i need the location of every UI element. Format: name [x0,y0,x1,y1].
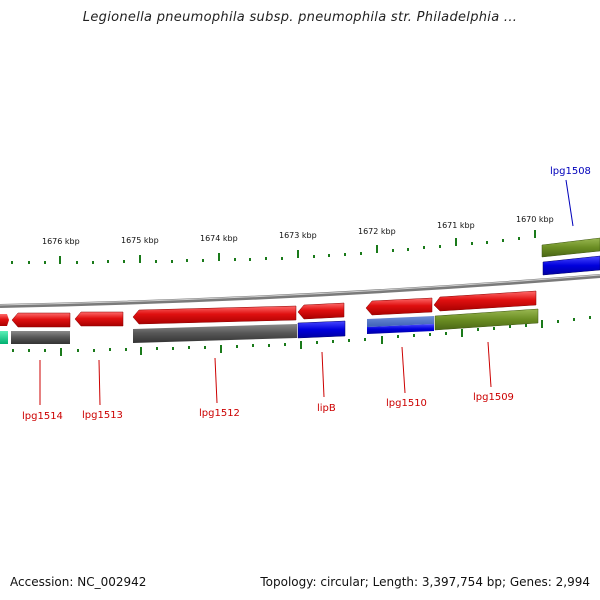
tick-label: 1671 kbp [437,221,475,230]
major-tick-1676 [59,256,61,264]
rna-bar-lpg1512[interactable] [133,324,297,343]
genome-summary-text: Topology: circular; Length: 3,397,754 bp… [260,575,590,589]
major-tick-1672 [376,245,378,253]
major-tick-1675 [139,255,141,263]
tick-label: 1672 kbp [358,227,396,236]
tick-label: 1670 kbp [516,215,554,224]
rna-bar-lpg1514[interactable] [11,331,70,344]
lower-tick-track [12,316,591,356]
major-tick-1671 [455,238,457,246]
gene-label-lpg1514[interactable]: lpg1514 [22,411,63,422]
tick-labels: 1676 kbp 1675 kbp 1674 kbp 1673 kbp 1672… [42,215,554,246]
gene-label-lipB[interactable]: lipB [317,403,336,414]
gene-labels: lpg1514 lpg1513 lpg1512 lipB lpg1510 lpg… [22,166,591,422]
feature-lpg1508[interactable] [541,237,600,276]
gene-arrow-left-edge[interactable] [0,314,9,326]
gene-arrow-lpg1510[interactable] [365,297,433,316]
gene-label-lpg1512[interactable]: lpg1512 [199,408,240,419]
gene-arrow-lipB[interactable] [297,302,345,320]
gene-arrow-lpg1509[interactable] [433,290,537,312]
blue-bar-lipB[interactable] [297,320,346,339]
major-tick-1674 [218,253,220,261]
gene-features[interactable] [0,290,539,344]
gene-label-lpg1509[interactable]: lpg1509 [473,392,514,403]
genome-backbone [0,274,600,308]
major-tick-1670 [534,230,536,238]
blue-bar-lpg1510[interactable] [367,324,434,334]
gene-arrow-lpg1513[interactable] [74,311,124,327]
gene-label-lpg1510[interactable]: lpg1510 [386,398,427,409]
blue-feature-bar[interactable] [542,255,600,276]
gene-arrow-lpg1514[interactable] [11,312,71,328]
accession-text: Accession: NC_002942 [10,575,147,589]
gene-label-lpg1513[interactable]: lpg1513 [82,410,123,421]
gene-label-lpg1508[interactable]: lpg1508 [550,166,591,177]
steel-bar-lpg1510[interactable] [367,316,434,327]
upper-tick-track [11,230,536,264]
map-title: Legionella pneumophila subsp. pneumophil… [82,10,518,25]
olive-feature-bar[interactable] [541,237,600,258]
gene-arrow-lpg1512[interactable] [132,305,297,325]
tick-label: 1676 kbp [42,237,80,246]
tick-label: 1674 kbp [200,234,238,243]
olive-bar-lpg1509[interactable] [434,308,539,331]
teal-feature-bar[interactable] [0,331,8,344]
gene-leader-lines [39,179,574,406]
tick-label: 1673 kbp [279,231,317,240]
major-tick-1673 [297,250,299,258]
tick-label: 1675 kbp [121,236,159,245]
genome-backbone-highlight [0,274,600,306]
